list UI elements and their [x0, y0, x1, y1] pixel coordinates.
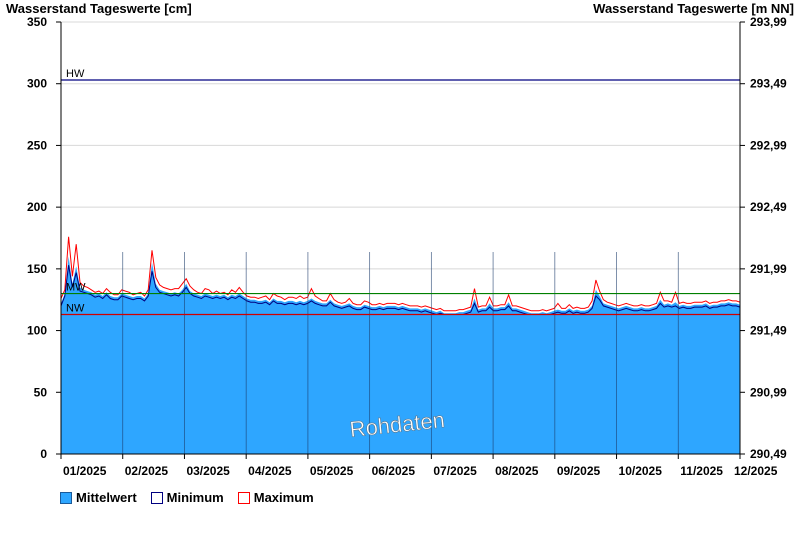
y2-tick-label: 293,49: [750, 77, 787, 91]
y-tick-label: 300: [27, 77, 47, 91]
y-tick-label: 350: [27, 15, 47, 29]
series-layer: [60, 236, 741, 454]
series-min-line: [60, 265, 741, 316]
legend-label-mean: Mittelwert: [76, 490, 137, 505]
x-tick-label: 01/2025: [63, 464, 107, 478]
x-tick-label: 06/2025: [372, 464, 416, 478]
y-tick-label: 50: [34, 385, 48, 399]
y2-tick-label: 291,49: [750, 324, 787, 338]
left-axis-title: Wasserstand Tageswerte [cm]: [6, 1, 192, 16]
y2-tick-label: 290,49: [750, 447, 787, 461]
x-tick-label: 08/2025: [495, 464, 539, 478]
x-tick-label: 07/2025: [433, 464, 477, 478]
x-tick-label: 11/2025: [680, 464, 723, 478]
y2-tick-label: 292,49: [750, 200, 787, 214]
legend-item-max: Maximum: [237, 490, 314, 505]
y-tick-label: 0: [40, 447, 47, 461]
x-tick-label: 03/2025: [186, 464, 230, 478]
y-tick-label: 100: [27, 324, 47, 338]
x-tick-label: 02/2025: [125, 464, 169, 478]
y2-tick-label: 293,99: [750, 15, 787, 29]
ref-label-mw: MW: [66, 282, 86, 294]
legend-label-min: Minimum: [166, 490, 224, 505]
legend-swatch-min: [150, 491, 163, 504]
legend-label-max: Maximum: [253, 490, 314, 505]
y2-tick-label: 292,99: [750, 138, 787, 152]
x-tick-label: 10/2025: [619, 464, 663, 478]
legend: Mittelwert Minimum Maximum: [60, 490, 314, 505]
right-axis-title: Wasserstand Tageswerte [m NN]: [593, 1, 794, 16]
ref-label-hw: HW: [66, 68, 85, 80]
x-tick-label: 05/2025: [310, 464, 354, 478]
y2-tick-label: 290,99: [750, 385, 787, 399]
ref-label-nw: NW: [66, 303, 85, 315]
legend-item-min: Minimum: [150, 490, 224, 505]
reference-lines: HW MW NW: [61, 68, 740, 316]
series-mean-area: [61, 256, 740, 454]
month-dividers: [122, 252, 679, 454]
y-tick-label: 250: [27, 138, 47, 152]
y2-tick-label: 291,99: [750, 262, 787, 276]
series-max-line: [60, 236, 741, 312]
x-tick-label: 04/2025: [248, 464, 292, 478]
legend-swatch-mean: [60, 491, 72, 504]
y-tick-label: 150: [27, 262, 47, 276]
axes: 0 290,49 50 290,99 100 291,49 150 291,99 200 292,…: [27, 15, 787, 478]
x-tick-label: 12/2025: [734, 464, 778, 478]
y-tick-label: 200: [27, 200, 47, 214]
legend-item-mean: Mittelwert: [60, 490, 137, 505]
x-tick-label: 09/2025: [557, 464, 601, 478]
legend-swatch-max: [237, 491, 250, 504]
